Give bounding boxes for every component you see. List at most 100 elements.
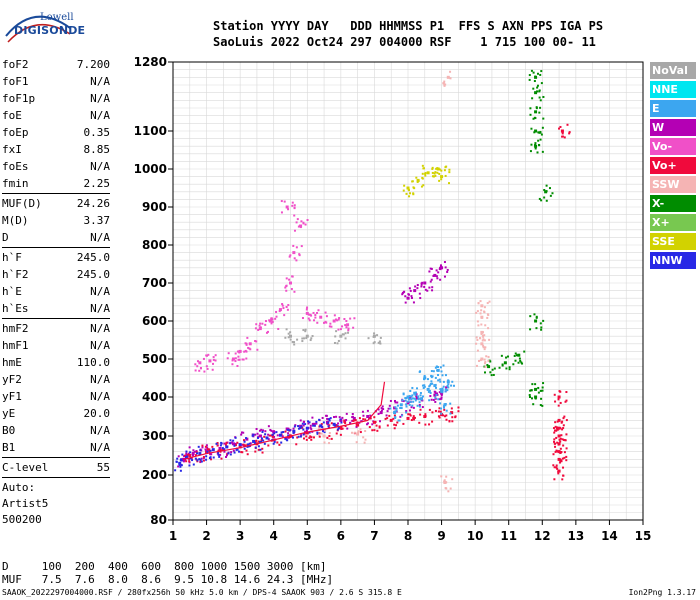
data-point [261, 430, 264, 433]
data-point [437, 415, 440, 418]
data-point [528, 74, 531, 77]
data-point [399, 406, 402, 409]
data-point [295, 259, 298, 262]
data-point [534, 319, 538, 323]
param-value: N/A [90, 92, 110, 105]
data-point [428, 423, 431, 426]
data-point [405, 410, 408, 413]
data-point [178, 461, 182, 465]
data-point [219, 444, 222, 447]
data-point [305, 308, 308, 311]
data-point [429, 280, 432, 283]
param-value: 3.37 [83, 214, 111, 227]
data-point [534, 144, 538, 148]
data-point [322, 428, 326, 432]
data-point [237, 358, 240, 361]
data-point [238, 443, 242, 447]
y-tick-label: 300 [142, 429, 167, 443]
data-point [563, 451, 566, 454]
logo-arc-icon [5, 15, 71, 43]
muf-table: D 100 200 400 600 800 1000 1500 3000 [km… [2, 560, 333, 586]
data-point [346, 427, 349, 430]
data-point [439, 266, 442, 269]
data-point [389, 399, 392, 402]
data-point [323, 431, 326, 434]
data-point [435, 393, 438, 396]
data-point [475, 342, 478, 345]
data-point [423, 384, 426, 387]
data-point [206, 448, 209, 451]
data-point [295, 443, 298, 446]
data-point [300, 425, 303, 428]
data-point [344, 337, 347, 340]
data-point [305, 438, 308, 441]
data-point [204, 445, 207, 448]
data-point [351, 415, 354, 418]
param-value: N/A [90, 390, 110, 403]
data-point [412, 192, 415, 195]
data-point [285, 305, 288, 308]
data-point [530, 127, 533, 130]
data-point [364, 438, 367, 441]
data-point [323, 441, 326, 444]
data-point [484, 371, 487, 374]
data-point [559, 437, 562, 440]
param-row: foF1 N/A [2, 73, 110, 90]
data-point [333, 341, 336, 344]
data-point [531, 383, 534, 386]
data-point [536, 151, 539, 154]
data-point [293, 214, 296, 217]
data-point [416, 180, 419, 183]
data-point [396, 401, 399, 404]
data-point [284, 286, 287, 289]
data-point [406, 395, 410, 399]
data-point [557, 434, 561, 438]
data-point [434, 409, 437, 412]
param-row: foEs N/A [2, 158, 110, 175]
data-point [254, 327, 257, 330]
data-point [286, 436, 289, 439]
data-point [444, 388, 447, 391]
data-point [305, 334, 309, 338]
data-point [207, 353, 210, 356]
data-point [479, 312, 482, 315]
y-tick-label: 200 [142, 468, 167, 482]
data-point [565, 399, 568, 402]
data-point [349, 317, 352, 320]
data-point [288, 255, 291, 258]
data-point [560, 434, 563, 437]
data-point [409, 414, 412, 417]
param-value: 245.0 [76, 268, 110, 281]
data-point [561, 428, 564, 431]
data-point [362, 436, 365, 439]
data-point [414, 399, 417, 402]
y-tick-label: 80 [150, 513, 167, 527]
data-point [405, 411, 408, 414]
data-point [335, 415, 338, 418]
data-point [408, 287, 411, 290]
data-point [310, 337, 313, 340]
data-point [536, 90, 539, 93]
param-value: 0.35 [83, 126, 111, 139]
data-point [245, 343, 248, 346]
data-point [333, 314, 336, 317]
data-point [189, 451, 192, 454]
data-point [568, 132, 571, 135]
data-point [538, 89, 541, 92]
data-point [270, 317, 273, 320]
data-point [420, 285, 423, 288]
data-point [440, 389, 444, 393]
data-point [351, 412, 354, 415]
data-point [192, 449, 195, 452]
data-point [343, 420, 346, 423]
data-point [296, 218, 299, 221]
data-point [409, 390, 412, 393]
data-point [454, 416, 457, 419]
data-point [532, 87, 535, 90]
data-point [328, 419, 331, 422]
data-point [428, 286, 431, 289]
data-point [449, 402, 452, 405]
data-point [252, 439, 256, 443]
data-point [355, 423, 358, 426]
data-point [445, 386, 448, 389]
